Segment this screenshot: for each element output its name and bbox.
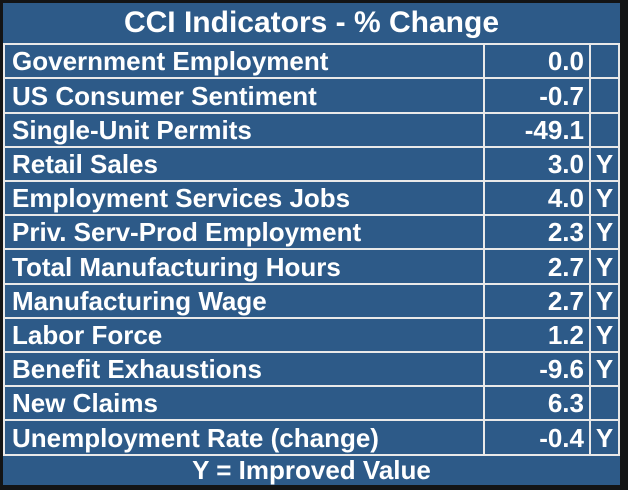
improved-flag-cell: Y: [589, 419, 620, 456]
table-row: US Consumer Sentiment -0.7: [3, 77, 620, 114]
pct-change-value-cell: 1.2: [483, 316, 591, 354]
pct-change-value-cell: -49.1: [483, 111, 591, 148]
pct-change-value-cell: -0.4: [483, 419, 591, 456]
pct-change-value-cell: 3.0: [483, 145, 591, 183]
pct-change-value-cell: 2.7: [483, 282, 591, 319]
table-row: Unemployment Rate (change) -0.4 Y: [3, 419, 620, 456]
improved-flag-cell: [589, 111, 620, 148]
indicator-label-cell: Single-Unit Permits: [3, 111, 485, 148]
indicator-label-cell: New Claims: [3, 385, 485, 422]
improved-flag-cell: Y: [589, 214, 620, 251]
table-row: Labor Force 1.2 Y: [3, 316, 620, 354]
improved-flag-cell: Y: [589, 180, 620, 217]
improved-flag-cell: Y: [589, 316, 620, 354]
indicator-label-cell: Government Employment: [3, 43, 485, 80]
table-title: CCI Indicators - % Change: [4, 3, 619, 46]
cci-indicators-table: CCI Indicators - % Change Government Emp…: [3, 3, 620, 485]
indicator-label-cell: Labor Force: [3, 316, 485, 354]
indicator-label-cell: Priv. Serv-Prod Employment: [3, 214, 485, 251]
indicator-label-cell: Retail Sales: [3, 145, 485, 183]
indicator-label-cell: Unemployment Rate (change): [3, 419, 485, 456]
improved-flag-cell: [589, 43, 620, 80]
table-row: Manufacturing Wage 2.7 Y: [3, 282, 620, 319]
pct-change-value-cell: 2.7: [483, 248, 591, 285]
table-footnote: Y = Improved Value: [4, 453, 619, 485]
improved-flag-cell: Y: [589, 145, 620, 183]
table-row: Single-Unit Permits -49.1: [3, 111, 620, 148]
table-row: Benefit Exhaustions -9.6 Y: [3, 351, 620, 388]
pct-change-value-cell: 6.3: [483, 385, 591, 422]
improved-flag-cell: [589, 385, 620, 422]
indicator-label-cell: Total Manufacturing Hours: [3, 248, 485, 285]
table-row: New Claims 6.3: [3, 385, 620, 422]
improved-flag-cell: Y: [589, 248, 620, 285]
table-row: Government Employment 0.0: [3, 43, 620, 80]
improved-flag-cell: [589, 77, 620, 114]
indicator-label-cell: Manufacturing Wage: [3, 282, 485, 319]
table-row: Retail Sales 3.0 Y: [3, 145, 620, 183]
pct-change-value-cell: -0.7: [483, 77, 591, 114]
pct-change-value-cell: 2.3: [483, 214, 591, 251]
indicator-label-cell: Benefit Exhaustions: [3, 351, 485, 388]
table-row: Priv. Serv-Prod Employment 2.3 Y: [3, 214, 620, 251]
improved-flag-cell: Y: [589, 282, 620, 319]
pct-change-value-cell: 0.0: [483, 43, 591, 80]
title-row: CCI Indicators - % Change: [4, 3, 619, 46]
footer-row: Y = Improved Value: [4, 453, 619, 485]
table-row: Total Manufacturing Hours 2.7 Y: [3, 248, 620, 285]
indicator-label-cell: US Consumer Sentiment: [3, 77, 485, 114]
improved-flag-cell: Y: [589, 351, 620, 388]
table-row: Employment Services Jobs 4.0 Y: [3, 180, 620, 217]
pct-change-value-cell: -9.6: [483, 351, 591, 388]
indicator-label-cell: Employment Services Jobs: [3, 180, 485, 217]
pct-change-value-cell: 4.0: [483, 180, 591, 217]
